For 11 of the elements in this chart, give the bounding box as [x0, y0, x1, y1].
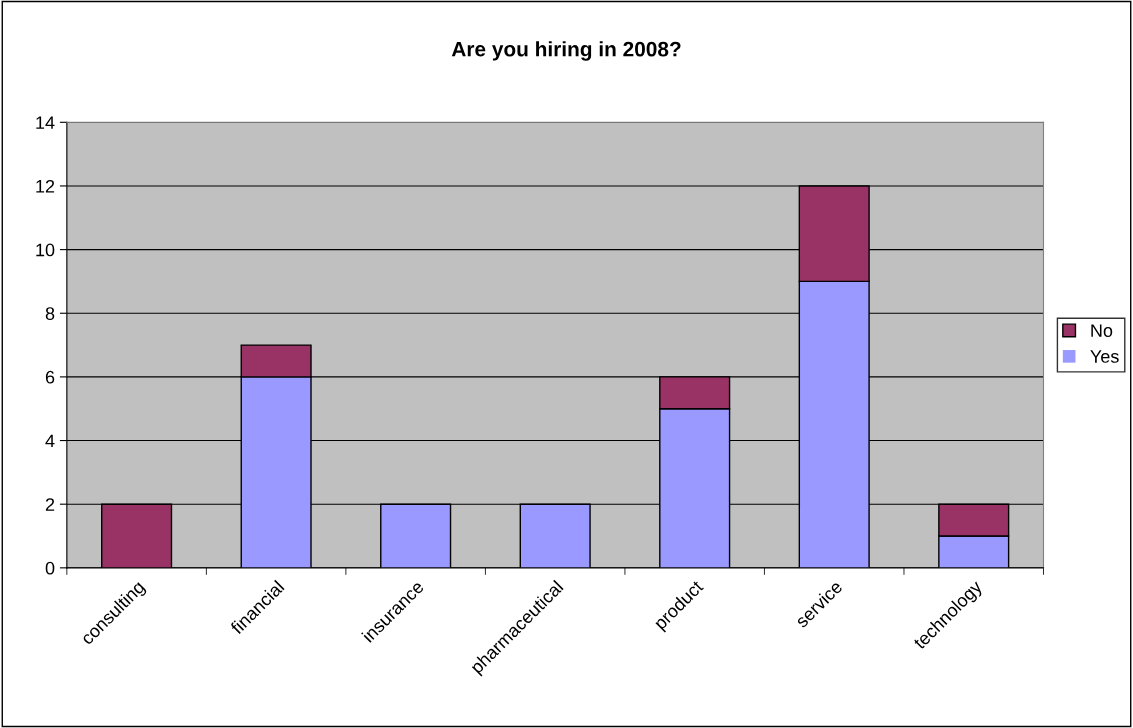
legend-label: Yes — [1090, 350, 1119, 363]
y-tick-label: 4 — [45, 434, 55, 448]
y-tick-label: 14 — [36, 116, 55, 129]
y-tick-label: 8 — [45, 307, 55, 320]
y-tick-label: 2 — [45, 498, 55, 511]
legend-label: No — [1091, 324, 1113, 337]
y-tick-label: 6 — [45, 370, 55, 384]
chart-title: Are you hiring in 2008? — [451, 41, 681, 61]
y-tick-label: 0 — [45, 561, 55, 575]
y-tick-label: 10 — [36, 243, 55, 257]
y-tick-label: 12 — [36, 179, 55, 193]
